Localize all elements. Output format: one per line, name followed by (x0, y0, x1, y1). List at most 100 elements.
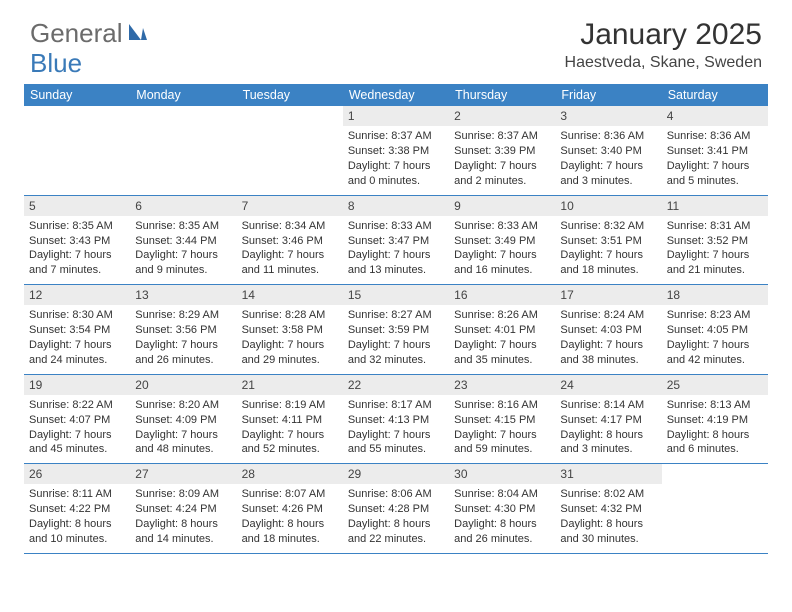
day-number: 25 (662, 375, 768, 395)
daylight-text: Daylight: 8 hours and 10 minutes. (29, 517, 125, 547)
day-number: 23 (449, 375, 555, 395)
day-number: 21 (237, 375, 343, 395)
day-details: Sunrise: 8:02 AMSunset: 4:32 PMDaylight:… (559, 487, 657, 546)
sunrise-text: Sunrise: 8:33 AM (454, 219, 550, 234)
sunset-text: Sunset: 3:47 PM (348, 234, 444, 249)
sunrise-text: Sunrise: 8:28 AM (242, 308, 338, 323)
sunrise-text: Sunrise: 8:07 AM (242, 487, 338, 502)
day-number: 13 (130, 285, 236, 305)
sunset-text: Sunset: 3:54 PM (29, 323, 125, 338)
day-cell: 12Sunrise: 8:30 AMSunset: 3:54 PMDayligh… (24, 285, 130, 374)
daylight-text: Daylight: 7 hours and 59 minutes. (454, 428, 550, 458)
sunset-text: Sunset: 4:28 PM (348, 502, 444, 517)
sunrise-text: Sunrise: 8:36 AM (667, 129, 763, 144)
day-number: 5 (24, 196, 130, 216)
daylight-text: Daylight: 7 hours and 18 minutes. (560, 248, 656, 278)
location-subtitle: Haestveda, Skane, Sweden (565, 54, 762, 72)
day-cell: 20Sunrise: 8:20 AMSunset: 4:09 PMDayligh… (130, 375, 236, 464)
day-cell: 25Sunrise: 8:13 AMSunset: 4:19 PMDayligh… (662, 375, 768, 464)
sunrise-text: Sunrise: 8:06 AM (348, 487, 444, 502)
daylight-text: Daylight: 8 hours and 30 minutes. (560, 517, 656, 547)
day-number: 1 (343, 106, 449, 126)
sunset-text: Sunset: 3:58 PM (242, 323, 338, 338)
day-cell: 4Sunrise: 8:36 AMSunset: 3:41 PMDaylight… (662, 106, 768, 195)
daylight-text: Daylight: 7 hours and 52 minutes. (242, 428, 338, 458)
day-details: Sunrise: 8:11 AMSunset: 4:22 PMDaylight:… (28, 487, 126, 546)
day-number: 18 (662, 285, 768, 305)
sunrise-text: Sunrise: 8:19 AM (242, 398, 338, 413)
sunset-text: Sunset: 3:39 PM (454, 144, 550, 159)
sunrise-text: Sunrise: 8:04 AM (454, 487, 550, 502)
sunset-text: Sunset: 4:09 PM (135, 413, 231, 428)
week-row: 5Sunrise: 8:35 AMSunset: 3:43 PMDaylight… (24, 196, 768, 286)
day-details: Sunrise: 8:09 AMSunset: 4:24 PMDaylight:… (134, 487, 232, 546)
sunset-text: Sunset: 3:51 PM (560, 234, 656, 249)
sail-icon (127, 18, 149, 49)
daylight-text: Daylight: 7 hours and 42 minutes. (667, 338, 763, 368)
title-block: January 2025 Haestveda, Skane, Sweden (565, 18, 762, 72)
sunset-text: Sunset: 3:49 PM (454, 234, 550, 249)
weekday-header-cell: Tuesday (237, 84, 343, 106)
sunrise-text: Sunrise: 8:02 AM (560, 487, 656, 502)
sunrise-text: Sunrise: 8:37 AM (454, 129, 550, 144)
daylight-text: Daylight: 7 hours and 2 minutes. (454, 159, 550, 189)
weekday-header-cell: Friday (555, 84, 661, 106)
sunset-text: Sunset: 4:05 PM (667, 323, 763, 338)
sunrise-text: Sunrise: 8:30 AM (29, 308, 125, 323)
day-cell: 17Sunrise: 8:24 AMSunset: 4:03 PMDayligh… (555, 285, 661, 374)
day-cell: 27Sunrise: 8:09 AMSunset: 4:24 PMDayligh… (130, 464, 236, 553)
day-number: 26 (24, 464, 130, 484)
sunset-text: Sunset: 4:15 PM (454, 413, 550, 428)
daylight-text: Daylight: 8 hours and 14 minutes. (135, 517, 231, 547)
day-cell: 7Sunrise: 8:34 AMSunset: 3:46 PMDaylight… (237, 196, 343, 285)
day-details: Sunrise: 8:17 AMSunset: 4:13 PMDaylight:… (347, 398, 445, 457)
daylight-text: Daylight: 7 hours and 9 minutes. (135, 248, 231, 278)
day-number: 14 (237, 285, 343, 305)
day-details: Sunrise: 8:37 AMSunset: 3:39 PMDaylight:… (453, 129, 551, 188)
empty-day-cell (24, 106, 130, 195)
day-details: Sunrise: 8:32 AMSunset: 3:51 PMDaylight:… (559, 219, 657, 278)
sunset-text: Sunset: 4:07 PM (29, 413, 125, 428)
empty-day-cell (237, 106, 343, 195)
daylight-text: Daylight: 7 hours and 32 minutes. (348, 338, 444, 368)
day-details: Sunrise: 8:19 AMSunset: 4:11 PMDaylight:… (241, 398, 339, 457)
day-cell: 3Sunrise: 8:36 AMSunset: 3:40 PMDaylight… (555, 106, 661, 195)
sunrise-text: Sunrise: 8:33 AM (348, 219, 444, 234)
daylight-text: Daylight: 7 hours and 0 minutes. (348, 159, 444, 189)
week-row: 1Sunrise: 8:37 AMSunset: 3:38 PMDaylight… (24, 106, 768, 196)
empty-day-cell (130, 106, 236, 195)
day-cell: 1Sunrise: 8:37 AMSunset: 3:38 PMDaylight… (343, 106, 449, 195)
weekday-header-cell: Sunday (24, 84, 130, 106)
brand-logo: General (30, 18, 151, 49)
day-cell: 13Sunrise: 8:29 AMSunset: 3:56 PMDayligh… (130, 285, 236, 374)
day-number: 7 (237, 196, 343, 216)
day-cell: 18Sunrise: 8:23 AMSunset: 4:05 PMDayligh… (662, 285, 768, 374)
daylight-text: Daylight: 8 hours and 26 minutes. (454, 517, 550, 547)
day-details: Sunrise: 8:06 AMSunset: 4:28 PMDaylight:… (347, 487, 445, 546)
daylight-text: Daylight: 7 hours and 45 minutes. (29, 428, 125, 458)
sunrise-text: Sunrise: 8:22 AM (29, 398, 125, 413)
day-cell: 29 Sunrise: 8:06 AMSunset: 4:28 PMDayligh… (343, 464, 449, 553)
day-cell: 5Sunrise: 8:35 AMSunset: 3:43 PMDaylight… (24, 196, 130, 285)
sunrise-text: Sunrise: 8:24 AM (560, 308, 656, 323)
day-cell: 26 Sunrise: 8:11 AMSunset: 4:22 PMDayligh… (24, 464, 130, 553)
day-details: Sunrise: 8:30 AMSunset: 3:54 PMDaylight:… (28, 308, 126, 367)
day-details: Sunrise: 8:27 AMSunset: 3:59 PMDaylight:… (347, 308, 445, 367)
day-number: 28 (237, 464, 343, 484)
daylight-text: Daylight: 7 hours and 5 minutes. (667, 159, 763, 189)
day-number: 29 (343, 464, 449, 484)
sunset-text: Sunset: 4:03 PM (560, 323, 656, 338)
day-cell: 28Sunrise: 8:07 AMSunset: 4:26 PMDayligh… (237, 464, 343, 553)
weekday-header-cell: Thursday (449, 84, 555, 106)
daylight-text: Daylight: 7 hours and 35 minutes. (454, 338, 550, 368)
day-details: Sunrise: 8:26 AMSunset: 4:01 PMDaylight:… (453, 308, 551, 367)
sunset-text: Sunset: 4:11 PM (242, 413, 338, 428)
daylight-text: Daylight: 7 hours and 55 minutes. (348, 428, 444, 458)
day-number: 4 (662, 106, 768, 126)
day-details: Sunrise: 8:22 AMSunset: 4:07 PMDaylight:… (28, 398, 126, 457)
daylight-text: Daylight: 8 hours and 22 minutes. (348, 517, 444, 547)
day-cell: 2Sunrise: 8:37 AMSunset: 3:39 PMDaylight… (449, 106, 555, 195)
sunset-text: Sunset: 4:22 PM (29, 502, 125, 517)
daylight-text: Daylight: 7 hours and 16 minutes. (454, 248, 550, 278)
day-number: 31 (555, 464, 661, 484)
